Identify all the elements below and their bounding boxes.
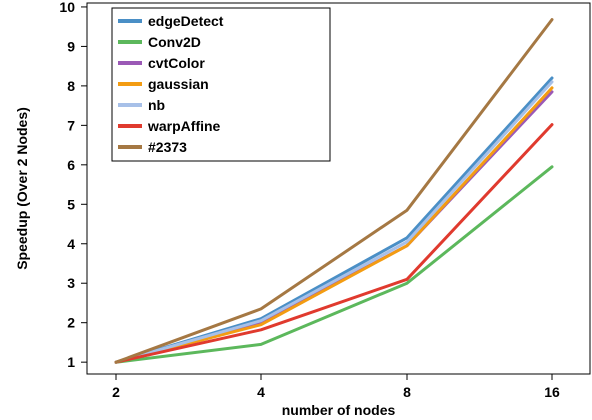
y-tick-label: 8 [67,78,75,94]
x-axis-title: number of nodes [282,402,396,418]
y-tick-label: 1 [67,354,75,370]
y-tick-label: 9 [67,38,75,54]
series-line-Conv2D [114,165,554,364]
series-line-nb [114,80,554,364]
legend-entry: nb [148,97,165,113]
y-tick-label: 3 [67,275,75,291]
y-tick-label: 6 [67,157,75,173]
legend-box [111,7,331,162]
legend: edgeDetect Conv2D cvtColor gaussian nb warpAf… [111,7,331,162]
x-tick-label: 8 [403,384,411,400]
series-line-gaussian [114,86,554,364]
legend-entry: Conv2D [148,34,201,50]
legend-entry: warpAffine [147,118,221,134]
y-tick-label: 5 [67,196,75,212]
x-tick-label: 16 [544,384,560,400]
series-line-warpAffine [114,123,554,364]
plot-area: 1 2 3 4 5 6 7 8 9 10 2 4 8 16 [59,0,591,400]
legend-entry: gaussian [148,76,209,92]
x-tick-label: 2 [112,384,120,400]
x-tick-label: 4 [257,384,265,400]
plot-frame [86,2,591,375]
series-layer [114,18,554,364]
series-line-2373 [114,18,554,364]
y-tick-label: 10 [59,0,75,15]
y-tick-label: 7 [67,117,75,133]
y-tick-label: 2 [67,315,75,331]
legend-entry: cvtColor [148,55,205,71]
y-tick-label: 4 [67,236,75,252]
y-axis-title: Speedup (Over 2 Nodes) [14,107,30,270]
legend-entry: #2373 [148,139,187,155]
legend-entry: edgeDetect [148,13,224,29]
